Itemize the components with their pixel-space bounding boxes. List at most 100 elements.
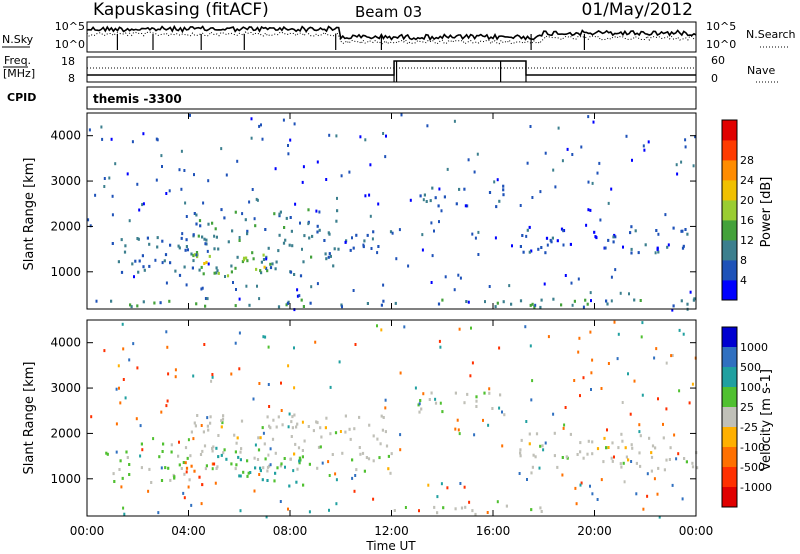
scatter-cell — [617, 332, 620, 336]
velocity-colorbar: 1000 500 100 25 -25 -100 -500 -1000 — [721, 326, 772, 508]
range-time-cell — [529, 303, 532, 307]
range-time-cell — [540, 510, 543, 513]
range-time-cell — [202, 430, 205, 434]
range-time-cell — [393, 509, 396, 512]
scatter-cell — [508, 284, 511, 288]
range-time-cell — [164, 466, 167, 470]
scatter-cell — [258, 297, 261, 301]
range-time-cell — [156, 236, 159, 240]
scatter-cell — [95, 299, 98, 303]
range-time-cell — [334, 431, 338, 435]
range-time-cell — [503, 413, 506, 417]
range-time-cell — [530, 508, 533, 512]
scatter-cell — [676, 172, 679, 176]
range-time-cell — [430, 391, 433, 395]
range-time-cell — [471, 509, 474, 513]
scatter-cell — [635, 492, 638, 496]
scatter-cell — [600, 387, 603, 390]
scatter-cell — [681, 497, 684, 501]
range-time-cell — [327, 255, 330, 259]
scatter-cell — [211, 373, 214, 376]
scatter-cell — [372, 497, 375, 501]
range-time-cell — [340, 303, 343, 307]
scatter-cell — [422, 392, 425, 396]
scatter-cell — [245, 284, 248, 288]
range-time-cell — [148, 467, 151, 471]
range-time-cell — [586, 452, 589, 456]
scatter-cell — [117, 364, 120, 368]
scatter-cell — [261, 137, 264, 141]
range-time-cell — [460, 506, 464, 510]
scatter-cell — [557, 126, 560, 130]
range-time-cell — [437, 302, 441, 306]
range-time-cell — [692, 298, 695, 302]
scatter-cell — [399, 433, 402, 437]
scatter-cell — [391, 231, 394, 235]
range-time-cell — [211, 221, 214, 225]
scatter-cell — [529, 344, 532, 348]
range-time-cell — [216, 465, 219, 469]
scatter-cell — [184, 201, 187, 205]
scatter-cell — [457, 428, 460, 432]
range-time-cell — [142, 300, 145, 304]
scatter-cell — [436, 495, 439, 499]
scatter-cell — [607, 362, 610, 365]
range-time-cell — [466, 204, 469, 208]
range-time-cell — [177, 454, 180, 458]
range-time-cell — [158, 455, 161, 459]
range-time-cell — [316, 466, 319, 470]
scatter-cell — [591, 358, 594, 362]
scatter-cell — [141, 448, 144, 452]
y-tick-label: 2000 — [50, 219, 81, 233]
scatter-cell — [404, 506, 407, 509]
scatter-cell — [269, 447, 272, 451]
velocity-y-axis-label: Slant Range [km] — [22, 362, 37, 475]
scatter-cell — [682, 332, 685, 336]
range-time-cell — [464, 204, 467, 208]
scatter-cell — [657, 397, 659, 401]
noise-right-tick-top: 10^5 — [706, 20, 736, 33]
scatter-cell — [456, 418, 459, 422]
scatter-cell — [534, 303, 537, 307]
range-time-cell — [276, 466, 279, 470]
range-time-cell — [428, 398, 431, 401]
range-time-cell — [248, 303, 251, 307]
power-y-ticks: 1000 2000 3000 4000 — [50, 129, 696, 279]
scatter-cell — [501, 444, 504, 448]
scatter-cell — [210, 379, 213, 383]
scatter-cell — [384, 398, 387, 402]
range-time-cell — [194, 424, 197, 428]
scatter-cell — [640, 335, 643, 339]
scatter-cell — [646, 472, 649, 476]
range-time-cell — [283, 226, 286, 229]
range-time-cell — [297, 446, 301, 450]
scatter-cell — [613, 320, 616, 324]
scatter-cell — [282, 118, 285, 122]
scatter-cell — [471, 361, 474, 365]
scatter-cell — [656, 492, 659, 496]
scatter-cell — [115, 387, 118, 391]
scatter-cell — [488, 285, 491, 288]
range-time-cell — [630, 225, 633, 229]
range-time-cell — [291, 415, 294, 419]
scatter-cell — [161, 261, 164, 265]
range-time-cell — [277, 415, 280, 419]
scatter-cell — [641, 393, 644, 397]
range-time-cell — [236, 436, 239, 440]
scatter-cell — [531, 196, 534, 199]
scatter-cell — [422, 198, 425, 202]
range-time-cell — [203, 444, 207, 448]
scatter-cell — [459, 276, 462, 280]
scatter-cell — [377, 202, 380, 206]
range-time-cell — [569, 242, 572, 246]
scatter-cell — [482, 418, 484, 422]
scatter-cell — [139, 424, 142, 428]
scatter-cell — [167, 372, 170, 376]
scatter-cell — [160, 410, 163, 414]
range-time-cell — [272, 418, 275, 422]
range-time-cell — [125, 450, 128, 454]
range-time-cell — [117, 260, 120, 264]
noise-search-label: N.Search — [746, 28, 796, 41]
scatter-cell — [614, 268, 617, 272]
scatter-cell — [252, 397, 255, 401]
